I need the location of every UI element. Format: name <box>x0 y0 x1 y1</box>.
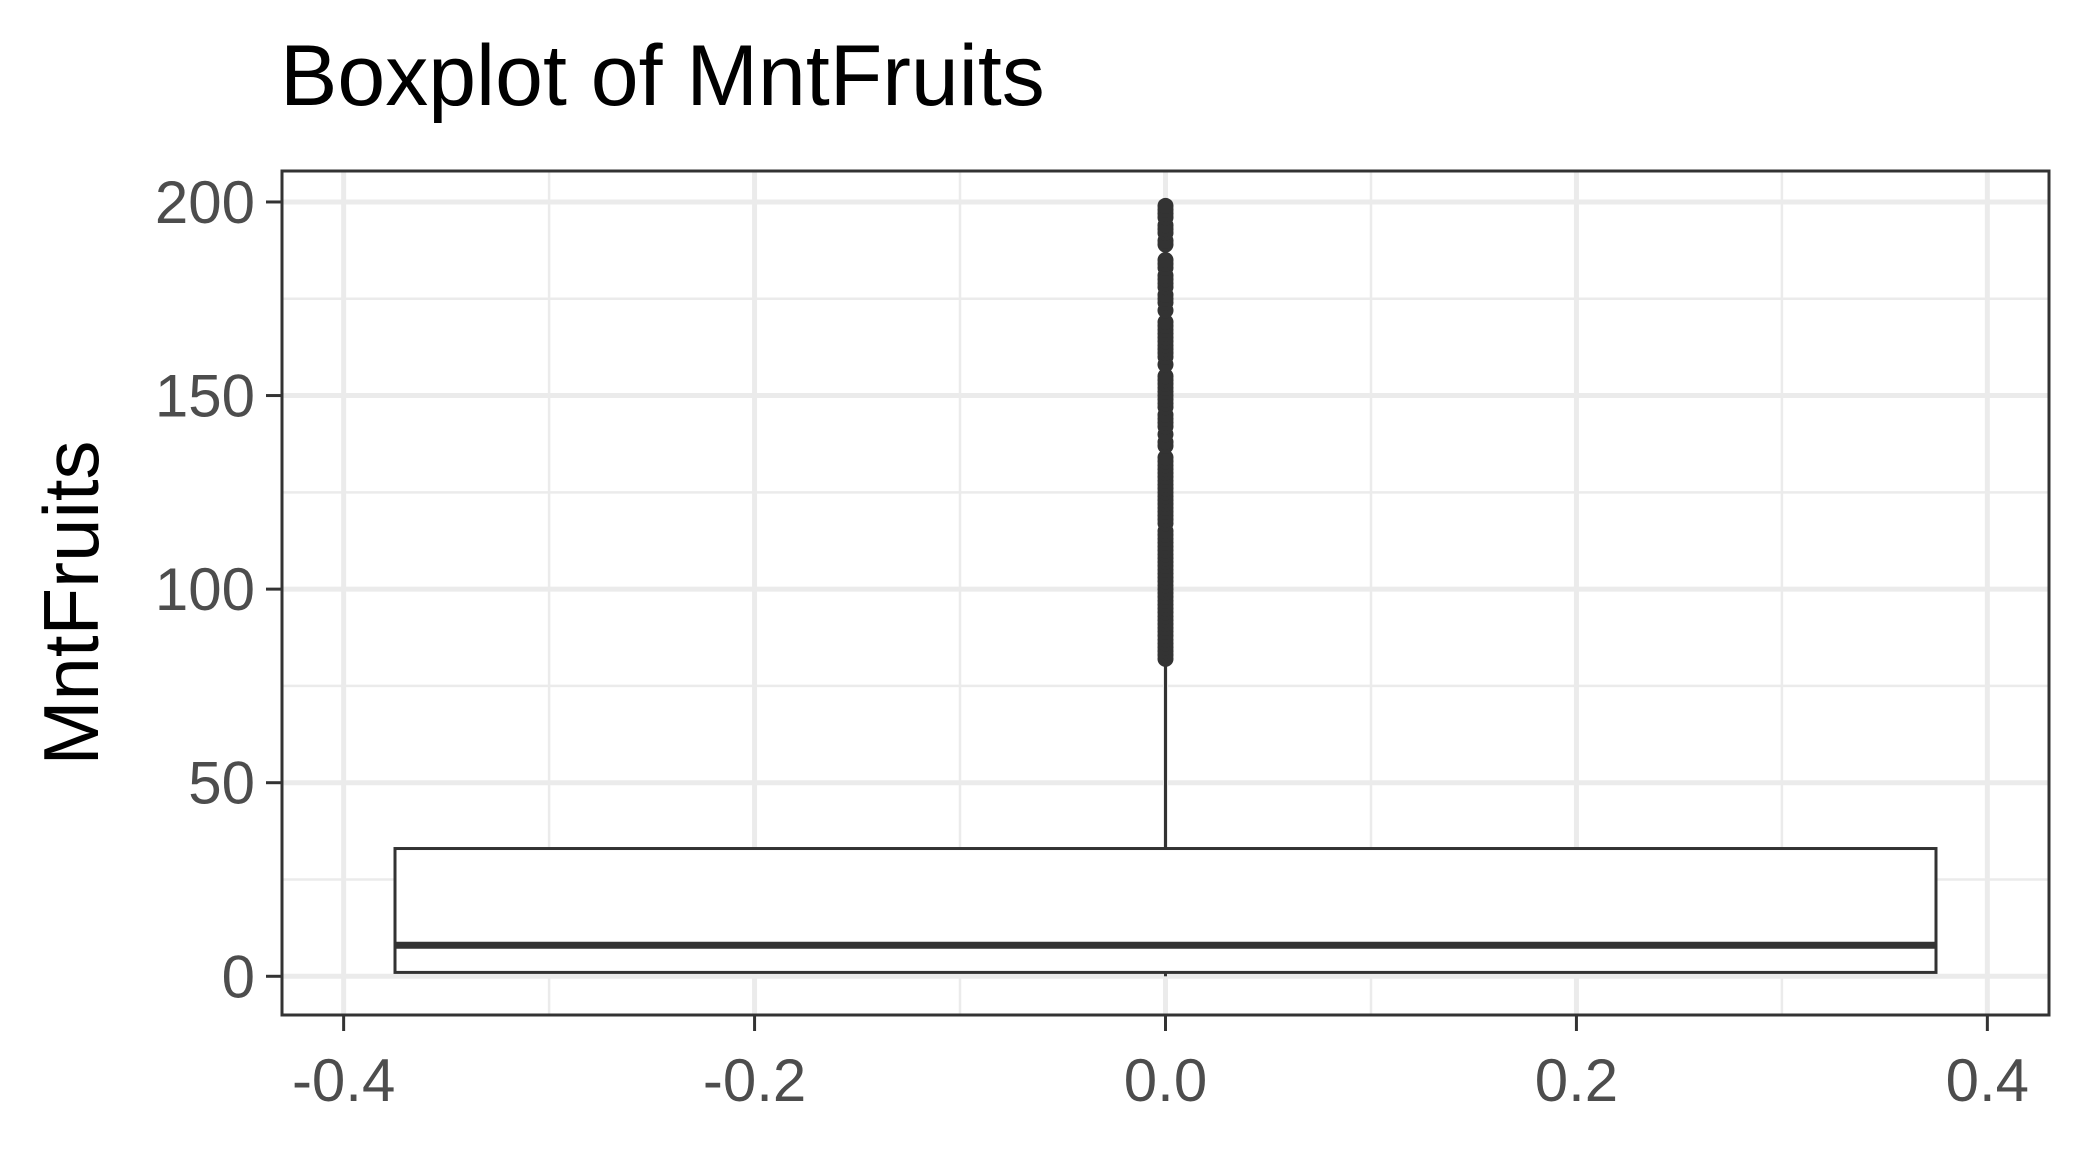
x-tick-label: -0.4 <box>292 1047 395 1114</box>
outlier-point <box>1157 252 1174 269</box>
y-tick-label: 200 <box>155 169 255 236</box>
y-tick-label: 150 <box>155 363 255 430</box>
outlier-point <box>1157 449 1174 466</box>
x-tick-label: 0.2 <box>1535 1047 1618 1114</box>
y-tick-label: 100 <box>155 556 255 623</box>
outlier-point <box>1157 313 1174 330</box>
box-layer <box>393 662 1938 977</box>
outlier-point <box>1157 197 1174 214</box>
iqr-box <box>393 847 1938 974</box>
y-axis-title: MntFruits <box>27 440 115 765</box>
x-tick-label: -0.2 <box>703 1047 806 1114</box>
axis-layer: 0 50 100 150 200 -0.4 -0.2 0.0 0.2 0.4 <box>155 169 2029 1114</box>
outlier-point <box>1157 368 1174 385</box>
x-tick-label: 0.4 <box>1946 1047 2029 1114</box>
y-tick-label: 50 <box>188 750 255 817</box>
outlier-layer <box>1157 197 1174 667</box>
y-tick-label: 0 <box>222 943 255 1010</box>
chart-title: Boxplot of MntFruits <box>280 28 1045 124</box>
x-tick-label: 0.0 <box>1124 1047 1207 1114</box>
